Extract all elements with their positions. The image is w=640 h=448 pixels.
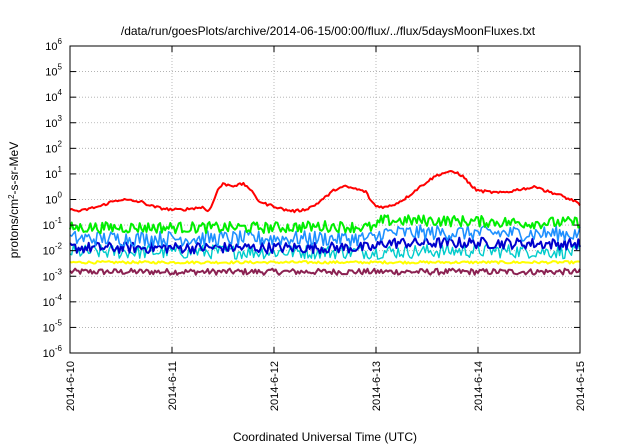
y-tick-base: 10	[45, 92, 57, 104]
y-tick-base: 10	[45, 195, 57, 207]
x-tick-label: 2014-6-10	[65, 361, 77, 411]
y-tick-label: 103	[45, 114, 62, 130]
x-tick-label: 2014-6-13	[371, 361, 383, 411]
series-line	[69, 243, 581, 260]
y-axis-label-sup: 2	[7, 194, 16, 199]
y-tick-base: 10	[45, 41, 57, 53]
y-tick-exponent: -5	[55, 318, 63, 327]
x-axis-label: Coordinated Universal Time (UTC)	[233, 430, 417, 444]
series-layer	[69, 170, 581, 276]
y-tick-label: 102	[45, 139, 62, 155]
y-tick-label: 10-2	[43, 242, 63, 258]
y-tick-exponent: 5	[58, 63, 63, 72]
y-tick-exponent: 6	[58, 37, 63, 46]
chart-title: /data/run/goesPlots/archive/2014-06-15/0…	[121, 24, 536, 38]
y-axis-label-before: protons/cm	[7, 199, 21, 258]
x-axis: 2014-6-10 2014-6-11 2014-6-12 2014-6-13 2014…	[65, 46, 587, 411]
grid-layer	[70, 46, 580, 353]
y-tick-base: 10	[45, 169, 57, 181]
y-tick-base: 10	[45, 118, 57, 130]
y-tick-exponent: 2	[58, 139, 63, 148]
y-tick-label: 101	[45, 165, 62, 181]
series-line	[69, 170, 581, 214]
y-tick-label: 10-1	[43, 216, 63, 232]
y-tick-exponent: 3	[58, 114, 63, 123]
y-tick-label: 10-4	[43, 293, 63, 309]
y-tick-exponent: 1	[58, 165, 63, 174]
y-tick-label: 104	[45, 88, 62, 104]
x-tick-label: 2014-6-15	[575, 361, 587, 411]
y-tick-label: 10-3	[43, 267, 63, 283]
y-tick-label: 106	[45, 37, 62, 53]
series-line	[69, 224, 581, 247]
x-tick-label: 2014-6-11	[167, 361, 179, 410]
y-tick-label: 10-6	[43, 344, 63, 360]
y-tick-base: 10	[43, 348, 55, 360]
series-line	[69, 236, 581, 255]
y-axis-label: protons/cm2-s-sr-MeV	[7, 142, 22, 258]
y-tick-base: 10	[43, 297, 55, 309]
y-tick-exponent: -1	[55, 216, 63, 225]
y-tick-exponent: -2	[55, 242, 63, 251]
x-tick-label: 2014-6-12	[269, 361, 281, 411]
y-tick-exponent: -6	[55, 344, 63, 353]
y-tick-base: 10	[45, 143, 57, 155]
y-tick-base: 10	[43, 220, 55, 232]
y-tick-label: 100	[45, 191, 62, 207]
y-axis: 10-610-510-410-310-210-11001011021031041…	[43, 37, 580, 360]
y-tick-exponent: 4	[58, 88, 63, 97]
y-tick-base: 10	[43, 246, 55, 258]
series-line	[69, 214, 581, 235]
series-line	[69, 260, 581, 265]
y-tick-label: 10-5	[43, 318, 63, 334]
y-tick-base: 10	[43, 322, 55, 334]
y-tick-label: 105	[45, 63, 62, 79]
y-tick-exponent: -3	[55, 267, 63, 276]
y-tick-exponent: -4	[55, 293, 63, 302]
y-tick-base: 10	[43, 271, 55, 283]
y-tick-exponent: 0	[58, 191, 63, 200]
y-axis-label-after: -s-sr-MeV	[7, 142, 21, 195]
x-tick-label: 2014-6-14	[473, 361, 485, 411]
series-line	[69, 267, 581, 276]
y-tick-base: 10	[45, 67, 57, 79]
